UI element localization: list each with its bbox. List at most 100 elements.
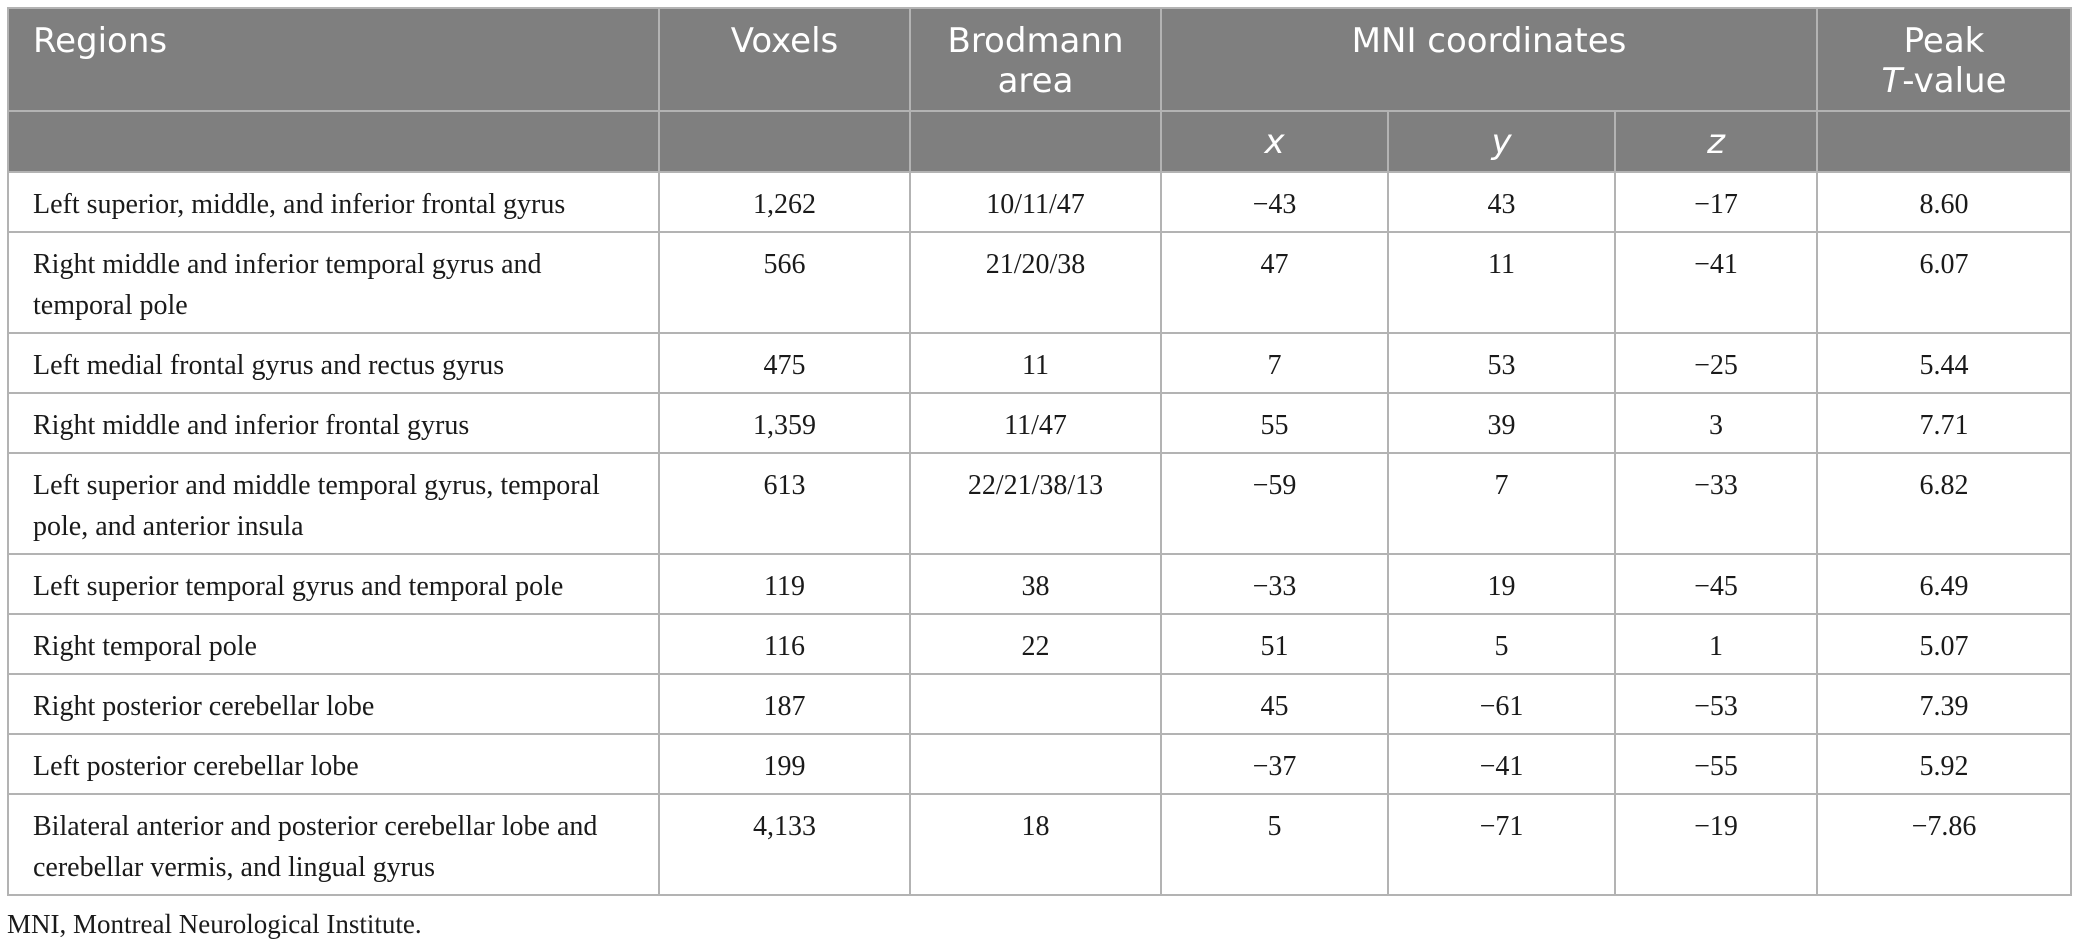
cell-region: Bilateral anterior and posterior cerebel…	[7, 793, 660, 896]
cell-z: 3	[1614, 392, 1818, 454]
table-header: Regions Voxels Brodmann area MNI coordina…	[7, 7, 2072, 173]
cell-peak-t: 5.92	[1816, 733, 2072, 795]
table-row: Right middle and inferior temporal gyrus…	[7, 231, 2072, 334]
cell-voxels: 116	[658, 613, 911, 675]
cell-voxels: 199	[658, 733, 911, 795]
cell-peak-t: 7.39	[1816, 673, 2072, 735]
cell-x: 55	[1160, 392, 1389, 454]
cell-brodmann: 11	[909, 332, 1162, 394]
header-row-1: Regions Voxels Brodmann area MNI coordina…	[7, 7, 2072, 112]
header-blank-voxels	[658, 110, 911, 173]
cell-x: −33	[1160, 553, 1389, 615]
cell-region: Right temporal pole	[7, 613, 660, 675]
cell-region: Left posterior cerebellar lobe	[7, 733, 660, 795]
cell-brodmann: 22	[909, 613, 1162, 675]
cell-brodmann: 38	[909, 553, 1162, 615]
cell-peak-t: 5.44	[1816, 332, 2072, 394]
cell-y: 5	[1387, 613, 1616, 675]
header-blank-regions	[7, 110, 660, 173]
cell-x: 45	[1160, 673, 1389, 735]
cell-z: 1	[1614, 613, 1818, 675]
header-brodmann-line1: Brodmann	[947, 21, 1124, 61]
cell-voxels: 613	[658, 452, 911, 555]
header-z: z	[1614, 110, 1818, 173]
cell-x: 7	[1160, 332, 1389, 394]
header-regions: Regions	[7, 7, 660, 112]
cell-z: −55	[1614, 733, 1818, 795]
header-mni-coordinates: MNI coordinates	[1160, 7, 1818, 112]
cell-peak-t: 7.71	[1816, 392, 2072, 454]
cell-brodmann: 21/20/38	[909, 231, 1162, 334]
header-blank-peak	[1816, 110, 2072, 173]
cell-peak-t: 6.82	[1816, 452, 2072, 555]
cell-region: Left superior temporal gyrus and tempora…	[7, 553, 660, 615]
header-peak-t-value: Peak T-value	[1816, 7, 2072, 112]
header-peak-line1: Peak	[1903, 21, 1985, 61]
header-voxels: Voxels	[658, 7, 911, 112]
cell-voxels: 4,133	[658, 793, 911, 896]
table-row: Right middle and inferior frontal gyrus …	[7, 392, 2072, 454]
cell-y: 11	[1387, 231, 1616, 334]
cell-region: Right middle and inferior temporal gyrus…	[7, 231, 660, 334]
cell-z: −17	[1614, 171, 1818, 233]
cell-brodmann	[909, 673, 1162, 735]
cell-z: −41	[1614, 231, 1818, 334]
cell-z: −53	[1614, 673, 1818, 735]
results-table-container: Regions Voxels Brodmann area MNI coordina…	[7, 7, 2072, 896]
header-blank-brodmann	[909, 110, 1162, 173]
cell-y: −61	[1387, 673, 1616, 735]
cell-peak-t: 5.07	[1816, 613, 2072, 675]
cell-brodmann: 10/11/47	[909, 171, 1162, 233]
cell-region: Left superior, middle, and inferior fron…	[7, 171, 660, 233]
header-peak-suffix: -value	[1902, 61, 2007, 101]
cell-x: 5	[1160, 793, 1389, 896]
cell-voxels: 475	[658, 332, 911, 394]
header-x: x	[1160, 110, 1389, 173]
table-row: Bilateral anterior and posterior cerebel…	[7, 793, 2072, 896]
cell-voxels: 1,262	[658, 171, 911, 233]
cell-x: 47	[1160, 231, 1389, 334]
results-table: Regions Voxels Brodmann area MNI coordina…	[7, 7, 2072, 896]
cell-z: −45	[1614, 553, 1818, 615]
cell-voxels: 119	[658, 553, 911, 615]
table-row: Left superior temporal gyrus and tempora…	[7, 553, 2072, 615]
cell-region: Left superior and middle temporal gyrus,…	[7, 452, 660, 555]
cell-x: 51	[1160, 613, 1389, 675]
cell-x: −43	[1160, 171, 1389, 233]
table-row: Left superior, middle, and inferior fron…	[7, 171, 2072, 233]
table-row: Left posterior cerebellar lobe 199 −37 −…	[7, 733, 2072, 795]
header-brodmann-area: Brodmann area	[909, 7, 1162, 112]
cell-y: −71	[1387, 793, 1616, 896]
cell-y: 19	[1387, 553, 1616, 615]
table-row: Right posterior cerebellar lobe 187 45 −…	[7, 673, 2072, 735]
cell-region: Left medial frontal gyrus and rectus gyr…	[7, 332, 660, 394]
table-row: Right temporal pole 116 22 51 5 1 5.07	[7, 613, 2072, 675]
header-row-2: x y z	[7, 110, 2072, 173]
cell-peak-t: 8.60	[1816, 171, 2072, 233]
cell-z: −25	[1614, 332, 1818, 394]
cell-voxels: 187	[658, 673, 911, 735]
cell-y: 53	[1387, 332, 1616, 394]
cell-y: −41	[1387, 733, 1616, 795]
cell-x: −37	[1160, 733, 1389, 795]
cell-region: Right posterior cerebellar lobe	[7, 673, 660, 735]
cell-peak-t: 6.07	[1816, 231, 2072, 334]
table-row: Left superior and middle temporal gyrus,…	[7, 452, 2072, 555]
cell-y: 7	[1387, 452, 1616, 555]
header-peak-t: T	[1881, 61, 1903, 101]
cell-voxels: 1,359	[658, 392, 911, 454]
cell-region: Right middle and inferior frontal gyrus	[7, 392, 660, 454]
cell-peak-t: 6.49	[1816, 553, 2072, 615]
cell-brodmann: 22/21/38/13	[909, 452, 1162, 555]
cell-y: 43	[1387, 171, 1616, 233]
cell-brodmann: 18	[909, 793, 1162, 896]
cell-z: −33	[1614, 452, 1818, 555]
cell-brodmann	[909, 733, 1162, 795]
cell-voxels: 566	[658, 231, 911, 334]
table-footnote: MNI, Montreal Neurological Institute.	[7, 909, 422, 939]
table-row: Left medial frontal gyrus and rectus gyr…	[7, 332, 2072, 394]
table-body: Left superior, middle, and inferior fron…	[7, 171, 2072, 896]
cell-brodmann: 11/47	[909, 392, 1162, 454]
cell-z: −19	[1614, 793, 1818, 896]
header-brodmann-line2: area	[997, 61, 1074, 101]
